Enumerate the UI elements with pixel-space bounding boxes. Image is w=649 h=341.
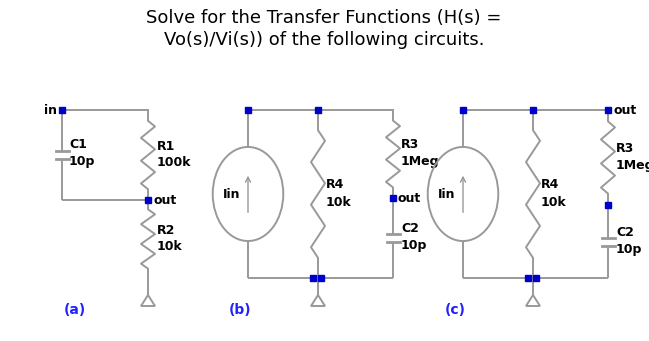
- Text: 10p: 10p: [401, 239, 428, 252]
- Text: (a): (a): [64, 303, 86, 317]
- Text: Vo(s)/Vi(s)) of the following circuits.: Vo(s)/Vi(s)) of the following circuits.: [164, 31, 484, 49]
- Text: R4: R4: [541, 178, 559, 192]
- Text: R3: R3: [616, 142, 634, 155]
- Text: (c): (c): [445, 303, 465, 317]
- Text: out: out: [613, 104, 636, 117]
- Text: 10k: 10k: [157, 240, 183, 253]
- Text: 1Meg: 1Meg: [616, 159, 649, 172]
- Text: R1: R1: [157, 139, 175, 152]
- Text: 1Meg: 1Meg: [401, 155, 439, 168]
- Text: 10k: 10k: [326, 195, 352, 208]
- Text: Iin: Iin: [223, 188, 240, 201]
- Text: Iin: Iin: [437, 188, 455, 201]
- Text: R4: R4: [326, 178, 345, 192]
- Text: C1: C1: [69, 138, 87, 151]
- Text: R3: R3: [401, 138, 419, 151]
- Text: out: out: [153, 193, 177, 207]
- Text: C2: C2: [616, 226, 634, 239]
- Text: C2: C2: [401, 222, 419, 236]
- Text: R2: R2: [157, 223, 175, 237]
- Text: 10k: 10k: [541, 195, 567, 208]
- Text: 10p: 10p: [616, 243, 643, 256]
- Text: 100k: 100k: [157, 157, 191, 169]
- Text: (b): (b): [228, 303, 251, 317]
- Text: in: in: [44, 104, 57, 117]
- Text: 10p: 10p: [69, 155, 95, 168]
- Text: out: out: [398, 192, 421, 205]
- Text: Solve for the Transfer Functions (H(s) =: Solve for the Transfer Functions (H(s) =: [146, 9, 502, 27]
